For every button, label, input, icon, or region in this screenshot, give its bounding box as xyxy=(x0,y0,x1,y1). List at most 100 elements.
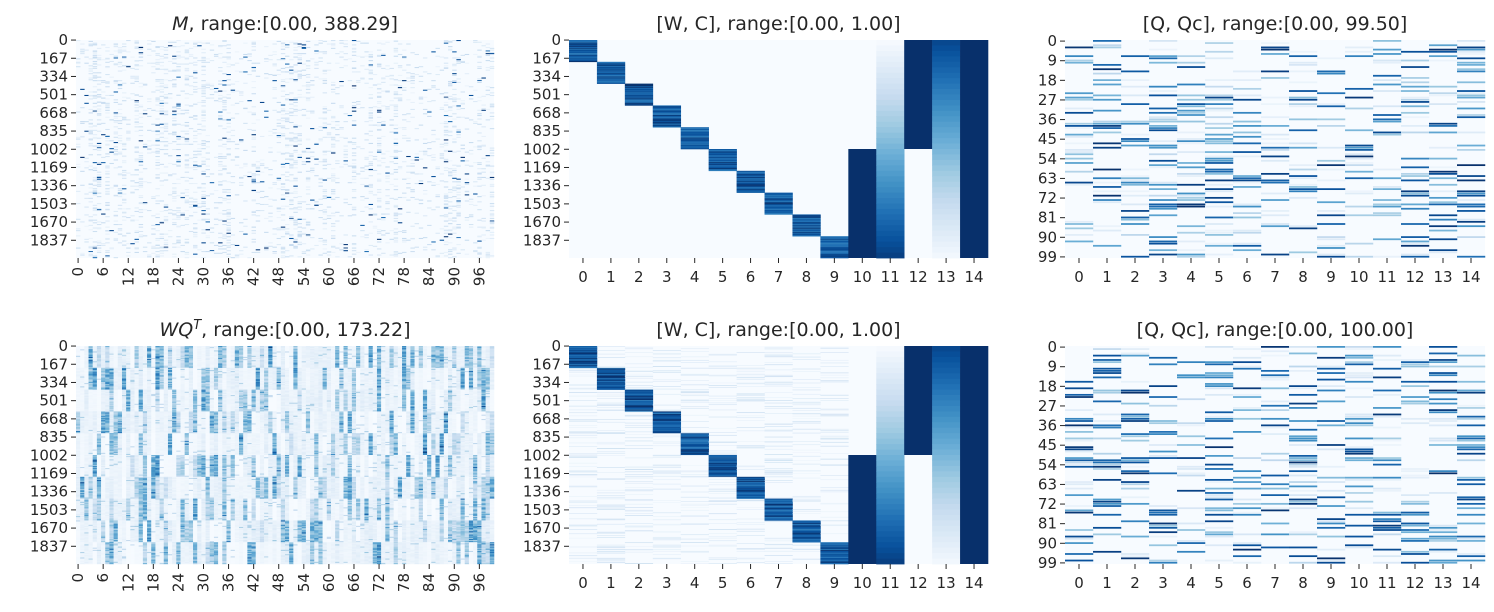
heatmap-cell xyxy=(330,47,336,49)
heatmap-cell xyxy=(193,46,198,48)
heatmap-cell xyxy=(205,58,211,60)
heatmap-cell xyxy=(289,69,294,71)
heatmap-cell xyxy=(147,254,152,256)
heatmap-cell xyxy=(92,457,98,459)
heatmap-cell xyxy=(134,248,139,250)
heatmap-cell xyxy=(84,513,89,516)
heatmap-cell xyxy=(305,60,311,62)
heatmap-cell xyxy=(368,56,374,58)
heatmap-cell xyxy=(188,183,194,185)
x-tick-label: 10 xyxy=(853,268,872,286)
heatmap-cell xyxy=(876,225,905,232)
heatmap-cell xyxy=(1345,162,1374,164)
heatmap-cell xyxy=(443,255,449,257)
heatmap-cell xyxy=(351,165,357,167)
heatmap-cell xyxy=(163,110,169,112)
heatmap-cell xyxy=(1429,190,1458,193)
heatmap-cell xyxy=(126,251,131,253)
heatmap-cell xyxy=(1429,157,1458,160)
heatmap-cell xyxy=(151,130,156,132)
heatmap-cell xyxy=(113,223,119,226)
heatmap-cell xyxy=(84,420,89,422)
heatmap-cell xyxy=(76,500,81,503)
heatmap-cell xyxy=(88,453,93,456)
heatmap-cell xyxy=(76,531,81,533)
heatmap-cell xyxy=(293,141,298,143)
heatmap-cell xyxy=(393,62,399,64)
heatmap-cell xyxy=(88,562,93,565)
heatmap-cell xyxy=(464,190,470,192)
heatmap-cell xyxy=(1065,125,1094,127)
heatmap-cell xyxy=(1149,188,1178,191)
heatmap-cell xyxy=(80,51,85,53)
heatmap-cell xyxy=(402,128,407,131)
heatmap-cell xyxy=(113,149,119,151)
heatmap-cell xyxy=(121,219,127,221)
heatmap-cell xyxy=(222,119,227,121)
heatmap-cell xyxy=(489,52,495,54)
heatmap-cell xyxy=(708,168,737,170)
heatmap-cell xyxy=(101,59,106,61)
heatmap-cell xyxy=(113,167,119,169)
heatmap-cell xyxy=(180,90,185,92)
heatmap-cell xyxy=(76,203,81,205)
heatmap-cell xyxy=(1261,125,1290,127)
heatmap-cell xyxy=(188,196,194,199)
heatmap-cell xyxy=(88,505,93,507)
heatmap-cell xyxy=(92,95,98,97)
heatmap-cell xyxy=(293,222,298,224)
heatmap-cell xyxy=(569,49,598,51)
heatmap-cell xyxy=(393,205,399,207)
heatmap-cell xyxy=(201,59,206,61)
heatmap-cell xyxy=(326,123,332,125)
heatmap-cell xyxy=(289,140,294,142)
heatmap-cell xyxy=(1373,131,1402,134)
heatmap-cell xyxy=(1121,175,1150,177)
heatmap-cell xyxy=(201,205,206,207)
heatmap-cell xyxy=(121,142,127,144)
heatmap-cell xyxy=(443,144,449,146)
heatmap-cell xyxy=(1261,179,1290,182)
heatmap-cell xyxy=(80,519,85,521)
heatmap-cell xyxy=(285,205,290,207)
heatmap-cell xyxy=(88,423,93,425)
heatmap-cell xyxy=(330,43,336,45)
heatmap-cell xyxy=(80,453,85,456)
heatmap-cell xyxy=(226,47,231,49)
heatmap-cell xyxy=(176,246,181,248)
heatmap-cell xyxy=(121,171,127,173)
heatmap-cell xyxy=(293,160,298,162)
heatmap-cell xyxy=(197,219,202,221)
heatmap-cell xyxy=(289,66,294,68)
heatmap-cell xyxy=(222,236,227,238)
heatmap-cell xyxy=(167,97,173,99)
heatmap-cell xyxy=(84,419,89,421)
heatmap-cell xyxy=(343,149,348,151)
heatmap-cell xyxy=(84,417,89,420)
heatmap-cell xyxy=(84,364,89,366)
heatmap-cell xyxy=(368,244,374,246)
heatmap-cell xyxy=(92,492,98,494)
heatmap-cell xyxy=(92,371,98,373)
heatmap-cell xyxy=(163,53,169,56)
heatmap-cell xyxy=(376,88,382,90)
heatmap-cell xyxy=(176,164,181,166)
heatmap-cell xyxy=(1289,164,1318,167)
x-tick-label: 3 xyxy=(1158,268,1168,286)
heatmap-cell xyxy=(1177,131,1206,134)
heatmap-cell xyxy=(764,211,793,213)
heatmap-cell xyxy=(76,488,81,491)
heatmap-cell xyxy=(1065,223,1094,225)
heatmap-cell xyxy=(201,173,206,175)
heatmap-cell xyxy=(163,46,169,49)
heatmap-cell xyxy=(230,244,236,246)
heatmap-cell xyxy=(205,237,211,239)
heatmap-cell xyxy=(84,354,89,357)
heatmap-cell xyxy=(268,198,273,200)
heatmap-cell xyxy=(76,408,81,410)
heatmap-cell xyxy=(1289,190,1318,193)
heatmap-cell xyxy=(456,197,461,199)
heatmap-cell xyxy=(121,212,127,214)
heatmap-cell xyxy=(176,105,181,107)
heatmap-cell xyxy=(652,121,682,123)
